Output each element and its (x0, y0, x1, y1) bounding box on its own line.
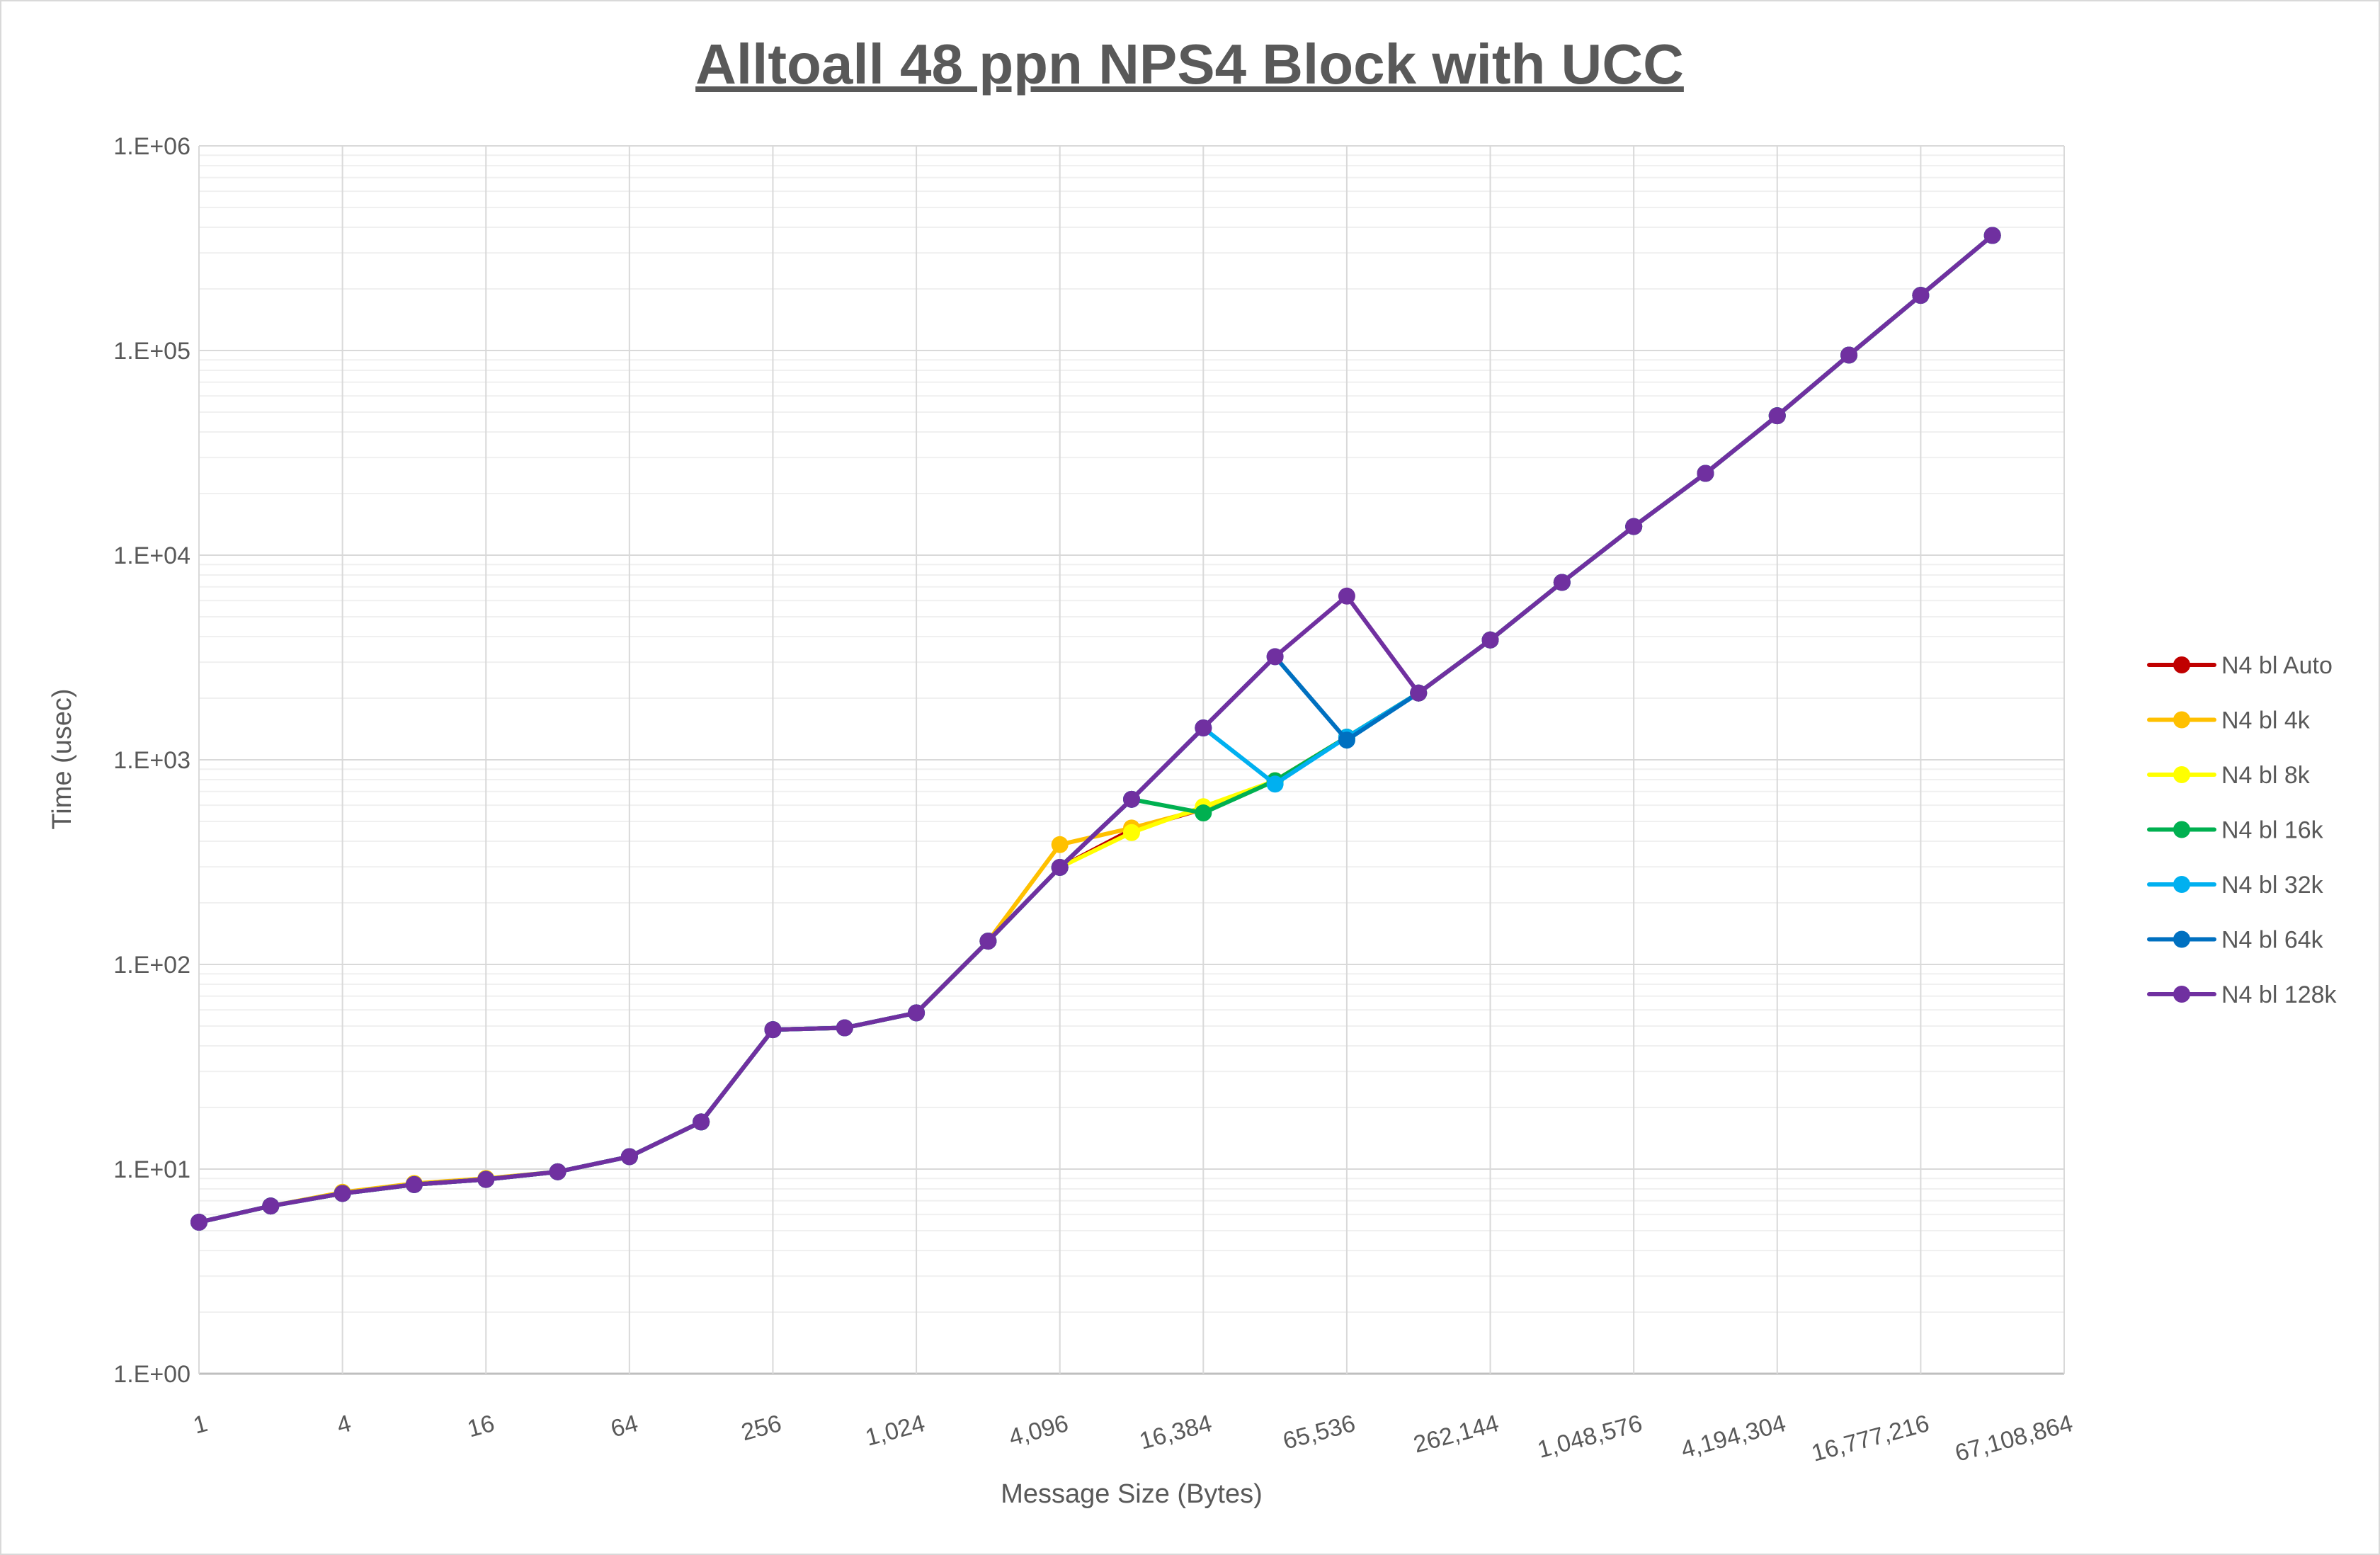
x-tick-label: 262,144 (1411, 1410, 1502, 1459)
data-point (1983, 227, 2001, 244)
legend-marker (2173, 930, 2190, 948)
data-point (836, 1019, 853, 1037)
data-point (549, 1163, 566, 1180)
legend-marker (2173, 821, 2190, 838)
legend-item: N4 bl 8k (2147, 762, 2311, 789)
x-axis-ticks: 1 4 16 64 256 1,024 4,096 16,384 65,536 262,144 1,… (190, 1410, 2076, 1467)
x-axis-label: Message Size (Bytes) (1001, 1479, 1263, 1509)
y-tick-label: 1.E+05 (113, 338, 190, 365)
legend: N4 bl Auto N4 bl 4k N4 bl 8k N4 bl 16k N4 bl… (2147, 652, 2338, 1008)
data-point (1697, 465, 1714, 482)
x-tick-label: 16,384 (1137, 1410, 1214, 1455)
data-point (477, 1170, 495, 1188)
data-point (908, 1004, 926, 1022)
data-point (764, 1021, 782, 1039)
series-line (198, 234, 1994, 1224)
data-point (1338, 587, 1355, 605)
data-point (693, 1113, 710, 1131)
x-tick-label: 4,096 (1006, 1410, 1071, 1452)
y-axis-ticks: 1.E+00 1.E+01 1.E+02 1.E+03 1.E+04 1.E+05 1.E+… (113, 133, 190, 1388)
data-point (1051, 858, 1069, 876)
data-point (1553, 574, 1571, 591)
data-point (979, 933, 997, 950)
legend-label: N4 bl Auto (2221, 652, 2333, 679)
data-point (1123, 790, 1140, 808)
x-tick-label: 4,194,304 (1678, 1410, 1789, 1464)
data-point (1338, 731, 1355, 749)
x-tick-label: 16 (465, 1410, 497, 1442)
legend-marker (2173, 986, 2190, 1003)
legend-item: N4 bl 128k (2147, 981, 2338, 1008)
y-tick-label: 1.E+06 (113, 133, 190, 160)
series-line (198, 234, 1994, 1224)
series-n4-bl-128k (190, 227, 2001, 1231)
series-line (198, 234, 1994, 1224)
legend-item: N4 bl Auto (2147, 652, 2333, 679)
series-n4-bl-64k (190, 227, 2001, 1231)
series-n4-bl-8k (190, 227, 2001, 1231)
legend-label: N4 bl 32k (2221, 872, 2324, 899)
series-line (198, 234, 1994, 1224)
legend-label: N4 bl 128k (2221, 981, 2338, 1008)
x-tick-label: 1,024 (862, 1410, 928, 1452)
series-n4-bl-16k (190, 227, 2001, 1231)
data-point (1912, 287, 1930, 304)
legend-item: N4 bl 32k (2147, 872, 2324, 899)
series-line (198, 234, 1994, 1224)
series-line (198, 234, 1994, 1224)
legend-label: N4 bl 8k (2221, 762, 2311, 789)
legend-label: N4 bl 16k (2221, 817, 2324, 844)
x-tick-label: 1,048,576 (1535, 1410, 1645, 1464)
chart-title: Alltoall 48 ppn NPS4 Block with UCC (695, 33, 1684, 96)
data-point (1195, 719, 1212, 737)
data-point (620, 1148, 638, 1166)
x-tick-label: 67,108,864 (1952, 1410, 2076, 1467)
y-tick-label: 1.E+02 (113, 952, 190, 979)
y-axis-label: Time (usec) (47, 688, 77, 829)
data-point (190, 1214, 207, 1231)
y-tick-label: 1.E+04 (113, 542, 190, 569)
data-point (262, 1197, 280, 1215)
x-tick-label: 4 (334, 1410, 354, 1440)
data-point (334, 1185, 351, 1202)
data-point (1266, 775, 1284, 793)
legend-marker (2173, 876, 2190, 893)
data-point (1266, 648, 1284, 666)
data-point (1410, 684, 1428, 702)
data-point (1051, 836, 1069, 853)
legend-label: N4 bl 4k (2221, 707, 2311, 734)
legend-marker (2173, 766, 2190, 783)
x-tick-label: 64 (608, 1410, 641, 1442)
y-tick-label: 1.E+00 (113, 1361, 190, 1388)
data-point (1625, 518, 1643, 535)
legend-label: N4 bl 64k (2221, 927, 2324, 954)
x-tick-label: 256 (739, 1410, 785, 1446)
series-n4-bl-32k (190, 227, 2001, 1231)
data-point (1840, 346, 1858, 364)
legend-marker (2173, 711, 2190, 729)
data-point (1768, 407, 1786, 425)
series-lines (190, 227, 2001, 1231)
y-tick-label: 1.E+03 (113, 747, 190, 774)
legend-item: N4 bl 4k (2147, 707, 2311, 734)
data-point (1481, 631, 1499, 649)
data-point (1195, 804, 1212, 822)
data-point (1123, 824, 1140, 841)
legend-marker (2173, 656, 2190, 673)
legend-item: N4 bl 64k (2147, 927, 2324, 954)
series-n4-bl-4k (190, 227, 2001, 1231)
data-point (405, 1175, 423, 1193)
legend-item: N4 bl 16k (2147, 817, 2324, 844)
x-tick-label: 1 (190, 1410, 210, 1440)
series-n4-bl-auto (190, 227, 2001, 1231)
x-tick-label: 65,536 (1280, 1410, 1358, 1455)
grid (198, 145, 2065, 1375)
series-line (198, 234, 1994, 1224)
x-tick-label: 16,777,216 (1809, 1410, 1932, 1467)
y-tick-label: 1.E+01 (113, 1156, 190, 1183)
